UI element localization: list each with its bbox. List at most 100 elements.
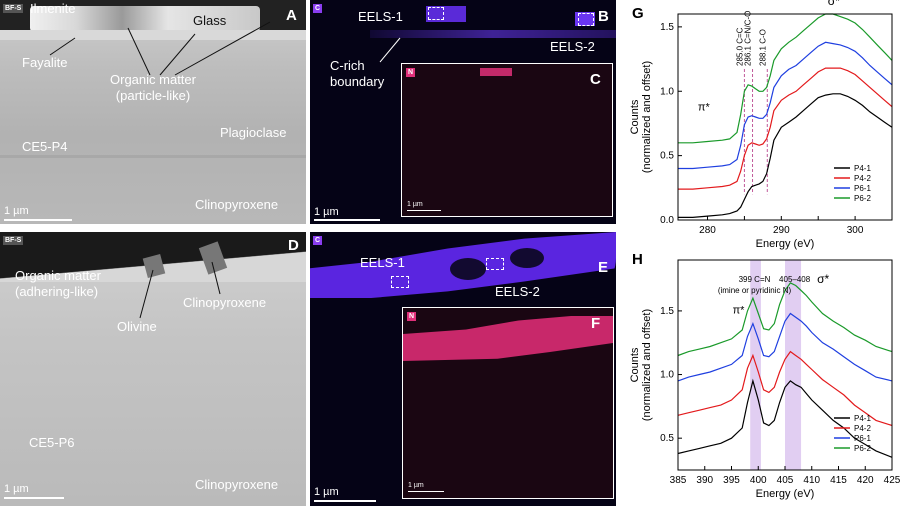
y-axis-label: Counts [629, 99, 641, 134]
scalebar-label-e: 1 µm [314, 486, 339, 498]
panel-letter-h: H [632, 251, 643, 268]
label-olivine: Olivine [117, 319, 157, 334]
panel-letter-c: C [590, 71, 601, 88]
panel-a-tem-image: BF-S A Ilmenite Glass Fayalite Organic m… [0, 0, 306, 224]
legend-label: P4-2 [854, 424, 871, 433]
x-tick-label: 405 [777, 475, 794, 486]
label-eels-2-e: EELS-2 [495, 284, 540, 299]
pointer-boundary [379, 37, 401, 63]
scalebar-label-f: 1 µm [408, 482, 424, 489]
pointer-fayalite [49, 37, 76, 56]
label-eels-2-b: EELS-2 [550, 39, 595, 54]
y-tick-label: 0.5 [660, 433, 674, 444]
annotation-ref-2: 288.1 C-O [758, 29, 767, 66]
y-tick-label: 1.5 [660, 306, 674, 317]
label-eels-1-b: EELS-1 [358, 9, 403, 24]
label-glass: Glass [193, 13, 227, 28]
plot-frame [677, 13, 893, 221]
y-tick-label: 0.0 [660, 215, 674, 226]
legend-label: P6-2 [854, 194, 871, 203]
surface-edge [0, 30, 306, 40]
eels-2-box [578, 13, 594, 26]
pointer-organic-2 [159, 33, 196, 76]
series-line-p6-2 [678, 13, 893, 144]
legend-label: P4-1 [854, 414, 871, 423]
nitrogen-signal-c [480, 68, 512, 76]
scalebar-label-d: 1 µm [4, 483, 29, 495]
label-eels-1-e: EELS-1 [360, 255, 405, 270]
nitrogen-signal-f [403, 316, 613, 361]
label-fayalite: Fayalite [22, 55, 68, 70]
series-line-p6-2 [677, 282, 893, 357]
annotation-sigma-star: σ* [828, 0, 840, 8]
annotation-ref-1: 286.1 C=N/C-O [744, 11, 753, 66]
panel-letter-b: B [598, 8, 609, 25]
label-c-rich-boundary: C-rich boundary [330, 58, 385, 89]
bf-s-badge-d: BF-S [3, 236, 24, 245]
series-line-p4-1 [677, 378, 893, 458]
annotation-pi-star: π* [698, 102, 711, 114]
nitrogen-badge-f: N [407, 312, 417, 321]
panel-c-nitrogen-map: N C 1 µm [401, 63, 613, 217]
panel-d-tem-image: BF-S D Organic matter (adhering-like) Ol… [0, 232, 306, 506]
y-axis-label: (normalized and offset) [641, 309, 653, 421]
grain-boundary [0, 155, 306, 158]
panel-letter-f: F [591, 315, 601, 332]
x-tick-label: 410 [803, 475, 820, 486]
panel-letter-a: A [286, 7, 297, 24]
panel-letter-e: E [598, 259, 609, 276]
scalebar-d [4, 497, 64, 499]
scalebar-c [407, 210, 441, 211]
scalebar-label-b: 1 µm [314, 206, 339, 218]
scalebar-b [314, 219, 380, 221]
pointer-lines-d [139, 261, 221, 319]
x-tick-label: 300 [847, 225, 864, 236]
label-clinopyroxene-top: Clinopyroxene [183, 295, 267, 310]
x-tick-label: 290 [773, 225, 790, 236]
y-tick-label: 1.0 [660, 370, 674, 381]
pointer-clinopyroxene [211, 261, 221, 295]
panel-letter-g: G [632, 5, 644, 22]
annotation-ref-0: 285.0 C=C [735, 27, 744, 66]
scalebar-e [314, 500, 376, 502]
carbon-badge-e: C [313, 236, 323, 245]
x-tick-label: 420 [857, 475, 874, 486]
carbon-particle-1 [426, 6, 466, 22]
annotation-399: 399 C=N [739, 275, 771, 284]
x-tick-label: 400 [750, 475, 767, 486]
x-tick-label: 425 [884, 475, 900, 486]
nitrogen-badge-c: N [406, 68, 416, 77]
legend-label: P4-2 [854, 174, 871, 183]
label-sample-ce5-p6: CE5-P6 [29, 435, 75, 450]
legend-label: P4-1 [854, 164, 871, 173]
label-clinopyroxene-d: Clinopyroxene [195, 477, 279, 492]
y-axis-label: (normalized and offset) [641, 61, 653, 173]
x-tick-label: 385 [670, 475, 687, 486]
label-organic-adhering: Organic matter (adhering-like) [15, 268, 101, 300]
x-tick-label: 390 [696, 475, 713, 486]
carbon-particle-2 [575, 12, 595, 26]
void-2 [510, 248, 544, 268]
eels-2-box-e [486, 258, 504, 270]
pointer-organic-3 [174, 21, 271, 76]
panel-letter-d: D [288, 237, 299, 254]
y-tick-label: 1.0 [660, 86, 674, 97]
legend-label: P6-1 [854, 184, 871, 193]
y-tick-label: 0.5 [660, 151, 674, 162]
series-line-p6-1 [678, 41, 893, 170]
x-tick-label: 415 [830, 475, 847, 486]
x-axis-label: Energy (eV) [756, 238, 815, 250]
annotation-imine: (imine or pyridinic N) [718, 286, 792, 295]
scalebar-f [408, 491, 444, 492]
x-axis-label: Energy (eV) [756, 488, 815, 500]
scalebar-label-a: 1 µm [4, 205, 29, 217]
x-tick-label: 280 [699, 225, 716, 236]
void-1 [450, 258, 486, 280]
legend-label: P6-1 [854, 434, 871, 443]
pointer-lines-a [49, 21, 271, 76]
annotation-405-408: 405–408 [779, 275, 811, 284]
pointer-organic-1 [127, 27, 151, 76]
chart-h-n-k-edge: H 385 390 395 400 405 410 415 420 425 0.5 1.0 1.5 Ene… [629, 251, 900, 500]
panel-b-carbon-map: C B EELS-1 EELS-2 C-rich boundary 1 µm N… [310, 0, 616, 224]
shaded-region-1 [785, 260, 802, 470]
